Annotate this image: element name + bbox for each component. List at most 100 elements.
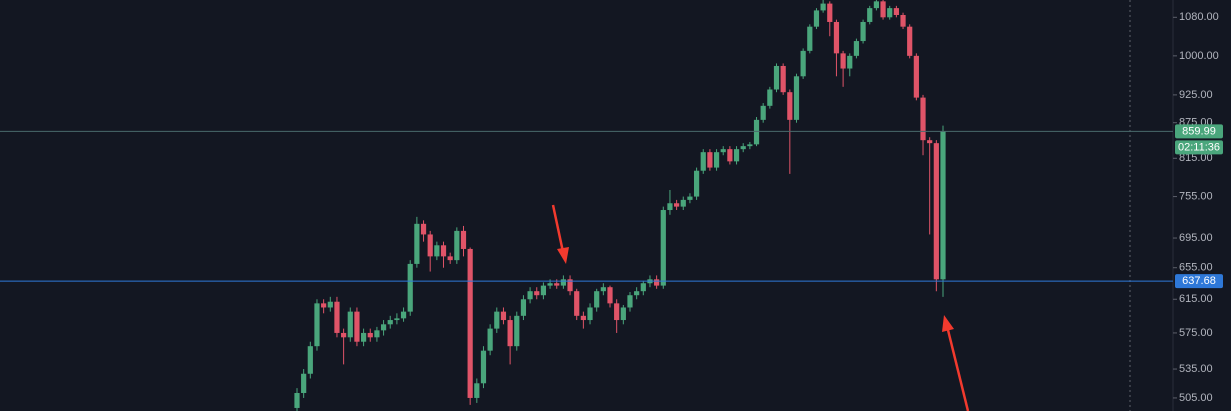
- candle-body: [554, 283, 560, 286]
- candle-body: [680, 199, 686, 207]
- y-tick-label: 575.00: [1179, 327, 1213, 339]
- candle-body: [667, 203, 673, 211]
- candle-body: [341, 332, 347, 338]
- candle-body: [321, 303, 327, 308]
- y-tick-label: 755.00: [1179, 190, 1213, 202]
- candle-body: [927, 140, 933, 144]
- candle-body: [467, 248, 473, 398]
- candle-body: [733, 149, 740, 162]
- price-label-box: [1175, 124, 1223, 139]
- candle-body: [860, 21, 866, 42]
- candle-body: [540, 285, 547, 296]
- candle-body: [660, 210, 666, 286]
- candle-body: [480, 350, 487, 384]
- candle-body: [447, 256, 453, 261]
- candle-body: [327, 301, 333, 308]
- y-tick-label: 1000.00: [1179, 50, 1219, 62]
- candle-body: [580, 315, 586, 321]
- candle-body: [507, 320, 513, 347]
- candle-body: [360, 332, 367, 342]
- candle-body: [334, 301, 340, 333]
- candle-body: [807, 26, 813, 51]
- y-tick-label: 815.00: [1179, 152, 1213, 164]
- candle-body: [867, 8, 873, 22]
- candle-body: [727, 149, 733, 162]
- candle-body: [547, 283, 553, 286]
- candle-body: [780, 65, 786, 93]
- candle-body: [474, 383, 480, 398]
- candle-body: [893, 8, 899, 16]
- candle-body: [907, 26, 913, 56]
- candle-body: [793, 76, 800, 120]
- candle-body: [920, 97, 926, 141]
- candle-body: [847, 55, 853, 69]
- arrow-head: [942, 315, 954, 332]
- candle-body: [873, 1, 880, 9]
- candle-body: [853, 41, 860, 56]
- candle-body: [567, 279, 573, 292]
- candle-body: [713, 152, 720, 168]
- candle-body: [707, 152, 713, 168]
- candle-body: [314, 303, 320, 347]
- candle-body: [380, 324, 387, 331]
- candle-body: [787, 92, 793, 120]
- candle-body: [773, 65, 780, 90]
- candle-body: [760, 105, 766, 120]
- candle-body: [294, 393, 300, 408]
- y-tick-label: 925.00: [1179, 89, 1213, 101]
- candle-body: [800, 50, 806, 77]
- candle-body: [747, 144, 753, 147]
- candle-body: [913, 55, 919, 98]
- candle-body: [367, 332, 373, 338]
- candle-body: [767, 89, 773, 106]
- candle-body: [460, 230, 467, 249]
- candle-body: [387, 320, 393, 325]
- candle-body: [574, 291, 580, 316]
- candle-body: [607, 287, 613, 304]
- countdown-box: [1175, 140, 1223, 155]
- candle-body: [614, 303, 620, 321]
- candle-body: [654, 279, 660, 286]
- candle-body: [700, 152, 706, 171]
- y-tick-label: 505.00: [1179, 392, 1213, 404]
- y-tick-label: 615.00: [1179, 293, 1213, 305]
- candle-body: [693, 170, 700, 197]
- candle-body: [880, 1, 886, 18]
- candle-body: [640, 283, 646, 292]
- candle-body: [354, 311, 360, 342]
- candle-body: [307, 346, 313, 374]
- candle-body: [620, 307, 626, 321]
- candle-body: [427, 234, 433, 257]
- candle-body: [827, 3, 833, 22]
- y-tick-label: 655.00: [1179, 262, 1213, 274]
- candle-body: [400, 311, 407, 319]
- candle-body: [887, 8, 893, 18]
- candle-body: [347, 311, 353, 338]
- candle-body: [933, 143, 939, 280]
- candle-body: [940, 131, 946, 280]
- y-tick-label: 1080.00: [1179, 11, 1219, 23]
- candle-body: [527, 291, 533, 300]
- candle-body: [560, 279, 566, 286]
- price-label: 859.99: [1182, 125, 1216, 137]
- candle-body: [753, 119, 760, 145]
- candle-body: [487, 328, 493, 351]
- candle-body: [454, 230, 460, 261]
- candle-body: [520, 299, 527, 316]
- candle-body: [420, 223, 427, 235]
- y-tick-label: 535.00: [1179, 363, 1213, 375]
- price-label: 637.68: [1182, 275, 1216, 287]
- candle-body: [687, 196, 693, 200]
- candle-body: [494, 311, 500, 329]
- arrow-head: [557, 247, 569, 264]
- y-tick-label: 695.00: [1179, 232, 1213, 244]
- candle-body: [634, 291, 640, 296]
- candle-body: [440, 245, 447, 257]
- candle-body: [740, 146, 746, 150]
- candle-body: [627, 295, 633, 308]
- arrow: [551, 204, 565, 253]
- candle-body: [813, 10, 820, 27]
